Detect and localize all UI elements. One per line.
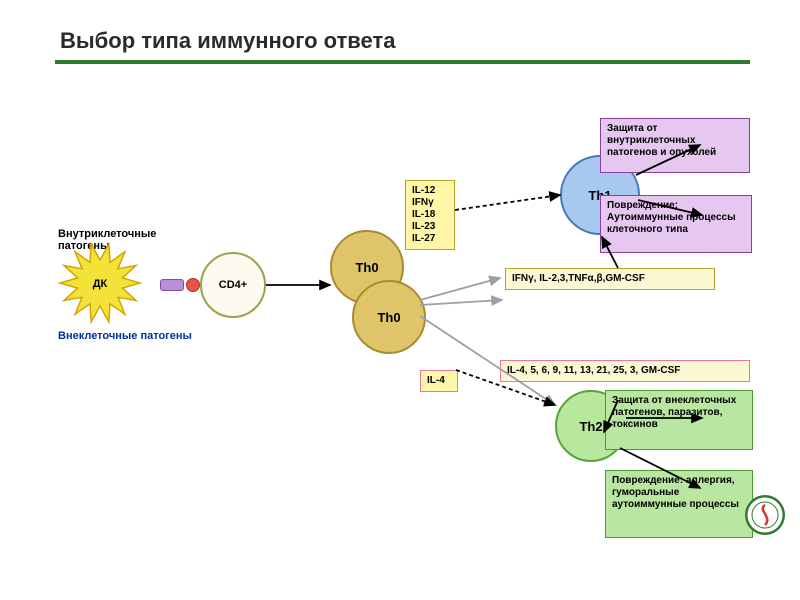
institution-logo-icon	[745, 495, 785, 535]
title-underline	[55, 60, 750, 64]
arrow	[455, 195, 560, 210]
arrow	[420, 300, 502, 305]
th1-protection-box: Защита от внутриклеточных патогенов и оп…	[600, 118, 750, 173]
th1-inducing-cytokines-box: IL-12IFNγIL-18IL-23IL-27	[405, 180, 455, 250]
th2-effector-cytokines-box: IL-4, 5, 6, 9, 11, 13, 21, 25, 3, GM-CSF	[500, 360, 750, 382]
dendritic-cell-label: ДК	[93, 278, 108, 290]
extracellular-pathogens-label: Внеклеточные патогены	[58, 330, 218, 342]
mhc-bar	[160, 279, 184, 291]
cd4-cell: CD4+	[200, 252, 266, 318]
th1-damage-box: Повреждение: Аутоиммунные процессы клето…	[600, 195, 752, 253]
il4-box: IL-4	[420, 370, 458, 392]
th2-damage-box: Повреждение: аллергия, гуморальные аутои…	[605, 470, 753, 538]
mhc-connector	[160, 278, 200, 292]
th1-effector-cytokines-box: IFNγ, IL-2,3,TNFα,β,GM-CSF	[505, 268, 715, 290]
antigen-dot	[186, 278, 200, 292]
dendritic-cell-shape: ДК	[54, 242, 146, 324]
th2-protection-box: Защита от внеклеточных патогенов, парази…	[605, 390, 753, 450]
arrow	[420, 278, 500, 300]
th0-cell-lower: Th0	[352, 280, 426, 354]
page-title: Выбор типа иммунного ответа	[60, 28, 396, 54]
